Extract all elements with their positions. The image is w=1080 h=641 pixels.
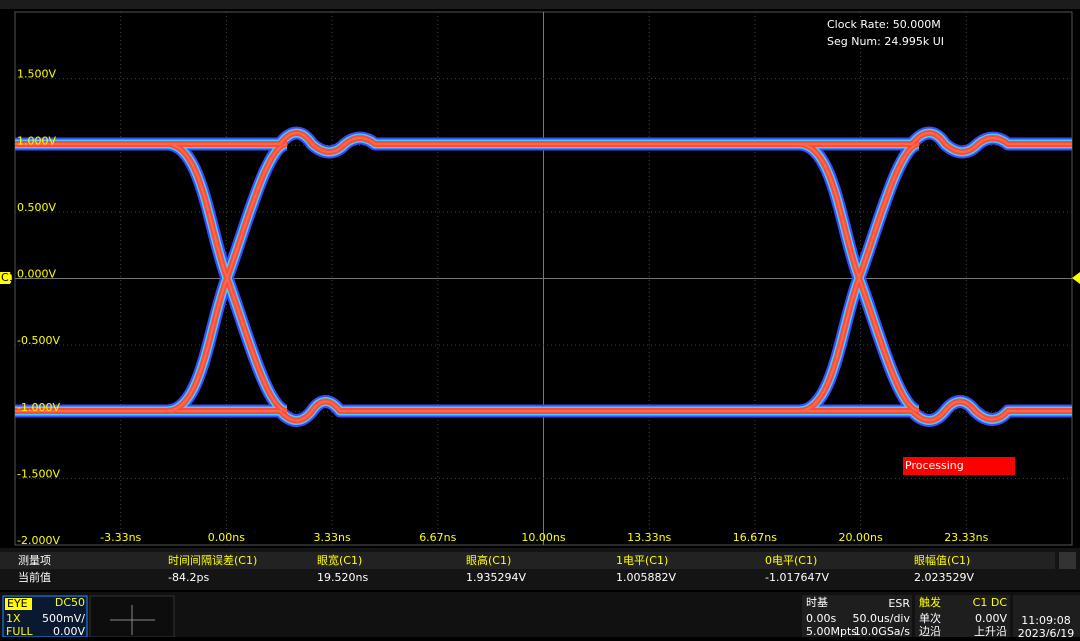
close-button[interactable]: [1059, 552, 1076, 569]
label: 1.000V: [17, 134, 56, 147]
label: 23.33ns: [944, 531, 988, 544]
label: 1电平(C1): [616, 554, 668, 567]
label: 16.67ns: [733, 531, 777, 544]
label: Seg Num: 24.995k UI: [827, 35, 944, 48]
label: -1.017647V: [765, 571, 829, 584]
label: -2.000V: [17, 534, 60, 547]
label: -0.500V: [17, 334, 60, 347]
label: C1: [1, 271, 16, 284]
label: Clock Rate: 50.000M: [827, 18, 941, 31]
trigger-level-marker: [1072, 272, 1080, 284]
label: 1.935294V: [466, 571, 526, 584]
label: 当前值: [18, 570, 51, 584]
clock-panel: [1013, 595, 1080, 637]
label: 11:09:08: [1021, 614, 1070, 627]
label: 13.33ns: [627, 531, 671, 544]
label: -1.500V: [17, 467, 60, 480]
label: 0.00s: [806, 612, 836, 625]
label: 0.00V: [975, 612, 1007, 625]
eye-trace: [15, 400, 1072, 422]
label: 2.023529V: [914, 571, 974, 584]
label: FULL: [6, 625, 34, 637]
label: 单次: [919, 611, 941, 625]
label: 1.005882V: [616, 571, 676, 584]
label: 500mV/: [42, 612, 85, 625]
label: ESR: [888, 597, 910, 610]
label: 50.0us/div: [853, 612, 911, 625]
label: -84.2ps: [168, 571, 209, 584]
label: 3.33ns: [313, 531, 350, 544]
processing-badge: [903, 457, 1015, 475]
label: EYE: [7, 597, 28, 610]
eye-trace: [798, 143, 920, 412]
label: 1.500V: [17, 68, 56, 81]
label: 6.67ns: [419, 531, 456, 544]
label: 5.00Mpts: [806, 625, 857, 637]
label: 时间间隔误差(C1): [168, 553, 257, 567]
label: 0.500V: [17, 201, 56, 214]
label: 眼高(C1): [466, 553, 511, 567]
label: 时基: [806, 596, 828, 609]
label: 2023/6/19: [1018, 627, 1074, 637]
eye-trace: [15, 132, 1072, 153]
channel-marker-bg: [0, 272, 13, 284]
label: 1X: [6, 612, 21, 625]
timebase-panel[interactable]: [802, 595, 912, 637]
top-bar: [0, 0, 1080, 9]
label: -3.33ns: [100, 531, 141, 544]
eye-trace: [166, 143, 288, 412]
label: 10.0GSa/s: [854, 625, 910, 637]
label: 19.520ns: [317, 571, 368, 584]
label: -1.000V: [17, 401, 60, 414]
label: Processing: [905, 459, 964, 472]
label: 20.00ns: [838, 531, 882, 544]
trigger-panel[interactable]: [915, 595, 1010, 637]
label: 眼宽(C1): [317, 553, 362, 567]
label: DC50: [55, 596, 85, 609]
label: 眼幅值(C1): [914, 554, 970, 567]
measure-header-row: [0, 552, 1055, 569]
label: C1 DC: [973, 596, 1008, 609]
label: 边沿: [919, 625, 941, 637]
label: 0.00ns: [208, 531, 245, 544]
label: 0.00V: [53, 625, 85, 637]
label: 0.000V: [17, 268, 56, 281]
label: 10.00ns: [521, 531, 565, 544]
label: 0电平(C1): [765, 554, 817, 567]
eye-diagram: [15, 126, 1072, 427]
label: 测量项: [18, 554, 51, 567]
label: 触发: [919, 595, 941, 609]
eye-badge: [5, 598, 32, 610]
label: 上升沿: [974, 625, 1007, 637]
